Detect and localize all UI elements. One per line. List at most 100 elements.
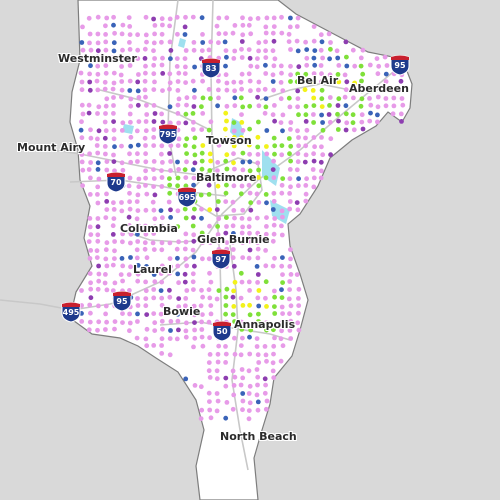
coverage-dot bbox=[271, 15, 277, 21]
coverage-dot bbox=[208, 415, 214, 421]
coverage-dot bbox=[190, 271, 196, 277]
coverage-dot bbox=[375, 112, 380, 118]
coverage-dot bbox=[271, 198, 277, 204]
coverage-dot bbox=[224, 215, 229, 221]
coverage-dot bbox=[232, 335, 237, 341]
coverage-dot bbox=[263, 231, 269, 237]
coverage-dot bbox=[263, 96, 269, 101]
coverage-dot bbox=[166, 199, 172, 205]
coverage-dot bbox=[176, 296, 182, 301]
coverage-dot bbox=[351, 95, 356, 101]
coverage-dot bbox=[288, 256, 293, 262]
coverage-dot bbox=[358, 55, 364, 61]
coverage-dot bbox=[382, 54, 388, 60]
coverage-dot bbox=[119, 160, 125, 166]
coverage-dot bbox=[127, 24, 133, 29]
coverage-dot bbox=[271, 343, 277, 349]
coverage-dot bbox=[360, 126, 366, 132]
coverage-dot bbox=[263, 382, 268, 388]
coverage-dot bbox=[191, 287, 196, 292]
coverage-dot bbox=[288, 247, 293, 253]
coverage-dot bbox=[304, 47, 310, 52]
coverage-dot bbox=[223, 351, 229, 357]
coverage-dot bbox=[127, 320, 133, 326]
coverage-dot bbox=[383, 96, 389, 101]
coverage-dot bbox=[200, 143, 206, 148]
coverage-dot bbox=[120, 263, 126, 269]
coverage-dot bbox=[103, 103, 109, 109]
coverage-dot bbox=[328, 40, 333, 45]
coverage-dot bbox=[120, 167, 126, 173]
coverage-dot bbox=[247, 302, 253, 308]
coverage-dot bbox=[311, 175, 317, 181]
coverage-dot bbox=[135, 208, 141, 214]
interstate-95-shield-icon: 95 bbox=[389, 54, 411, 76]
coverage-dot bbox=[280, 280, 285, 285]
coverage-dot bbox=[168, 159, 174, 164]
coverage-dot bbox=[246, 224, 252, 230]
coverage-dot bbox=[183, 303, 188, 309]
coverage-dot bbox=[191, 104, 197, 109]
coverage-dot bbox=[368, 102, 374, 108]
coverage-dot bbox=[88, 310, 93, 316]
coverage-dot bbox=[279, 143, 285, 149]
coverage-dot bbox=[103, 39, 109, 45]
coverage-dot bbox=[80, 167, 86, 173]
coverage-dot bbox=[271, 63, 277, 69]
coverage-dot bbox=[103, 23, 108, 29]
coverage-dot bbox=[144, 255, 150, 261]
coverage-dot bbox=[255, 230, 261, 236]
coverage-dot bbox=[278, 63, 284, 69]
coverage-dot bbox=[247, 351, 253, 357]
coverage-dot bbox=[86, 102, 92, 108]
coverage-dot bbox=[135, 102, 141, 108]
coverage-dot bbox=[142, 87, 148, 93]
coverage-dot bbox=[231, 160, 236, 166]
coverage-dot bbox=[295, 207, 301, 213]
coverage-dot bbox=[223, 383, 229, 389]
coverage-dot bbox=[199, 334, 205, 340]
coverage-dot bbox=[126, 288, 132, 293]
coverage-dot bbox=[256, 87, 261, 93]
coverage-dot bbox=[294, 24, 300, 29]
coverage-dot bbox=[182, 246, 188, 252]
coverage-dot bbox=[159, 184, 165, 189]
coverage-dot bbox=[304, 62, 310, 68]
coverage-dot bbox=[208, 279, 214, 285]
coverage-dot bbox=[127, 311, 132, 317]
coverage-dot bbox=[102, 119, 108, 125]
coverage-dot bbox=[183, 14, 188, 20]
coverage-dot bbox=[240, 398, 246, 404]
coverage-dot bbox=[190, 279, 196, 285]
coverage-dot bbox=[311, 112, 316, 117]
coverage-dot bbox=[110, 232, 116, 237]
coverage-dot bbox=[320, 152, 326, 158]
coverage-dot bbox=[271, 375, 277, 381]
coverage-dot bbox=[255, 175, 261, 180]
coverage-dot bbox=[256, 200, 262, 205]
coverage-dot bbox=[246, 368, 252, 374]
coverage-dot bbox=[343, 111, 349, 117]
coverage-dot bbox=[318, 32, 324, 38]
coverage-dot bbox=[190, 127, 196, 132]
coverage-dot bbox=[176, 167, 182, 172]
coverage-dot bbox=[224, 103, 230, 109]
coverage-dot bbox=[80, 47, 86, 53]
coverage-dot bbox=[294, 167, 300, 173]
coverage-dot bbox=[183, 328, 189, 334]
coverage-dot bbox=[183, 296, 189, 301]
coverage-dot bbox=[216, 239, 221, 245]
coverage-dot bbox=[215, 183, 221, 189]
coverage-dot bbox=[335, 103, 341, 108]
coverage-dot bbox=[199, 15, 205, 21]
coverage-dot bbox=[160, 71, 166, 76]
coverage-dot bbox=[264, 200, 269, 206]
coverage-dot bbox=[78, 127, 84, 133]
coverage-dot bbox=[111, 119, 116, 124]
coverage-dot bbox=[296, 176, 301, 182]
coverage-dot bbox=[303, 103, 309, 109]
coverage-dot bbox=[288, 47, 293, 52]
coverage-dot bbox=[263, 104, 269, 110]
coverage-dot bbox=[272, 288, 277, 294]
